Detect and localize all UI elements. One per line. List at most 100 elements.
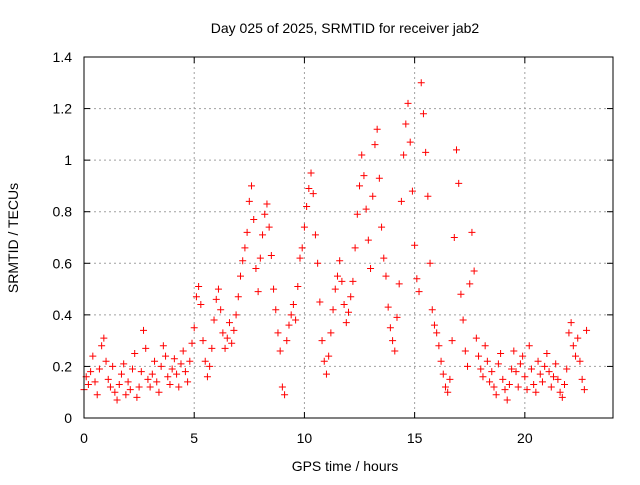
- data-point: [499, 375, 507, 383]
- data-point: [259, 231, 267, 239]
- data-point: [263, 200, 271, 208]
- data-point: [549, 373, 557, 381]
- data-point: [283, 337, 291, 345]
- data-point: [561, 380, 569, 388]
- data-point: [162, 352, 170, 360]
- data-point: [219, 329, 227, 337]
- data-point: [214, 285, 222, 293]
- data-point: [248, 182, 256, 190]
- data-point: [373, 125, 381, 133]
- data-point: [230, 326, 238, 334]
- data-point: [510, 347, 518, 355]
- data-point: [503, 396, 511, 404]
- data-point: [95, 365, 103, 373]
- data-point: [364, 236, 372, 244]
- x-tick-label: 5: [190, 430, 198, 446]
- data-point: [300, 223, 308, 231]
- data-point: [479, 373, 487, 381]
- plot-frame: [83, 56, 614, 419]
- data-point: [525, 342, 533, 350]
- data-point: [389, 337, 397, 345]
- data-point: [303, 203, 311, 211]
- data-point: [168, 365, 176, 373]
- data-point: [402, 120, 410, 128]
- data-point: [256, 254, 264, 262]
- data-point: [406, 138, 414, 146]
- data-point: [543, 350, 551, 358]
- data-point: [311, 231, 319, 239]
- data-point: [461, 347, 469, 355]
- data-point: [538, 378, 546, 386]
- data-point: [331, 285, 339, 293]
- data-point: [413, 275, 421, 283]
- data-point: [274, 329, 282, 337]
- data-point: [547, 383, 555, 391]
- data-point: [576, 357, 584, 365]
- x-tick-label: 15: [407, 430, 423, 446]
- y-axis-label: SRMTID / TECUs: [5, 183, 21, 293]
- data-point: [232, 311, 240, 319]
- y-tick-label: 0: [64, 410, 72, 426]
- data-point: [241, 244, 249, 252]
- y-tick-label: 1.2: [53, 101, 73, 117]
- data-point: [104, 375, 112, 383]
- data-point: [453, 146, 461, 154]
- data-point: [166, 380, 174, 388]
- data-point: [426, 259, 434, 267]
- data-point: [433, 329, 441, 337]
- data-point: [199, 337, 207, 345]
- data-point: [583, 326, 591, 334]
- data-point: [212, 295, 220, 303]
- data-point: [333, 272, 341, 280]
- data-points: [80, 79, 591, 404]
- data-point: [554, 375, 562, 383]
- data-point: [437, 357, 445, 365]
- data-point: [236, 272, 244, 280]
- data-point: [545, 368, 553, 376]
- data-point: [419, 110, 427, 118]
- data-point: [100, 334, 108, 342]
- data-point: [159, 342, 167, 350]
- data-point: [296, 254, 304, 262]
- data-point: [375, 174, 383, 182]
- data-point: [345, 308, 352, 316]
- data-point: [281, 391, 289, 399]
- data-point: [508, 365, 516, 373]
- data-point: [250, 215, 258, 223]
- data-point: [272, 306, 280, 314]
- data-point: [87, 368, 95, 376]
- data-point: [567, 319, 575, 327]
- data-point: [497, 350, 505, 358]
- data-point: [435, 342, 443, 350]
- data-point: [329, 306, 337, 314]
- data-point: [122, 391, 130, 399]
- data-point: [400, 151, 408, 159]
- data-point: [140, 326, 148, 334]
- data-point: [536, 370, 544, 378]
- data-point: [93, 391, 101, 399]
- data-point: [146, 383, 154, 391]
- data-point: [534, 357, 542, 365]
- data-point: [131, 350, 139, 358]
- data-point: [325, 352, 333, 360]
- data-point: [128, 365, 136, 373]
- data-point: [201, 357, 209, 365]
- data-point: [142, 344, 150, 352]
- data-point: [173, 370, 181, 378]
- data-point: [338, 277, 346, 285]
- data-point: [322, 370, 330, 378]
- data-point: [466, 280, 474, 288]
- data-point: [177, 360, 185, 368]
- data-point: [353, 210, 361, 218]
- data-point: [411, 241, 419, 249]
- data-point: [574, 334, 582, 342]
- data-point: [514, 383, 522, 391]
- data-point: [217, 306, 225, 314]
- data-point: [320, 357, 328, 365]
- data-point: [307, 169, 315, 177]
- data-point: [102, 357, 110, 365]
- data-point: [151, 357, 159, 365]
- data-point: [188, 339, 196, 347]
- data-point: [369, 192, 377, 200]
